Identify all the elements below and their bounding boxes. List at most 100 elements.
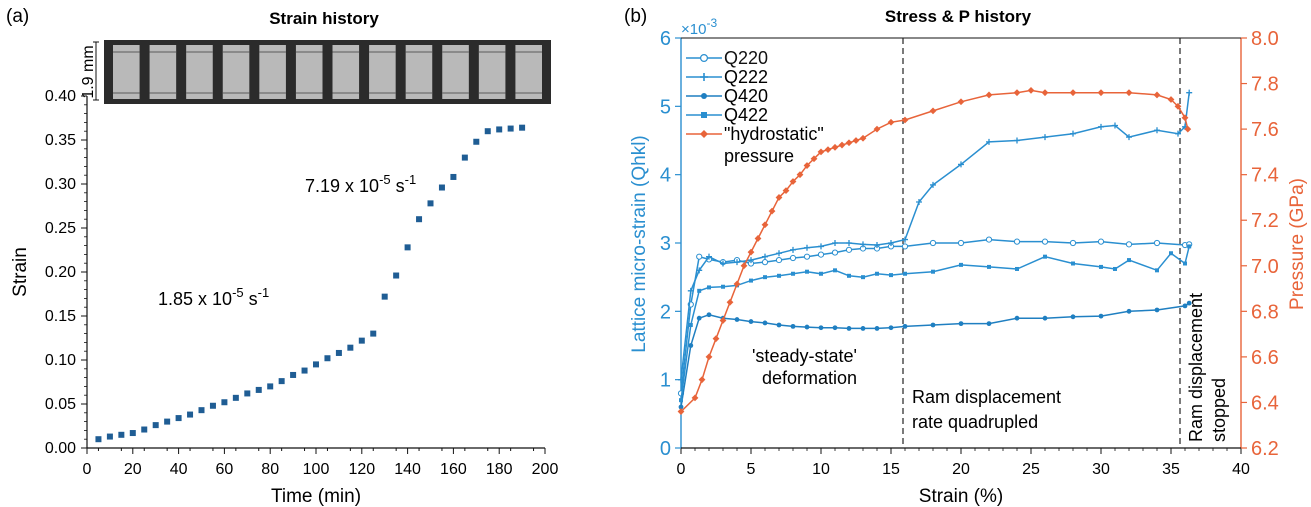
point-q422 bbox=[819, 271, 823, 276]
strain-point bbox=[416, 216, 423, 223]
point-q220 bbox=[696, 253, 703, 260]
point-q422 bbox=[987, 264, 991, 269]
point-q222 bbox=[696, 267, 703, 274]
radiograph-frame bbox=[369, 45, 396, 99]
point-q422 bbox=[847, 273, 851, 278]
point-q422 bbox=[931, 269, 935, 274]
point-q422 bbox=[875, 271, 879, 276]
point-q222 bbox=[1186, 89, 1193, 96]
annotation-rate-1-exp: -5 bbox=[232, 285, 244, 300]
strain-point bbox=[221, 399, 228, 406]
point-q420 bbox=[874, 326, 880, 331]
point-q422 bbox=[805, 269, 809, 274]
point-q222 bbox=[1112, 122, 1118, 129]
strain-point bbox=[290, 371, 297, 378]
strain-point bbox=[438, 184, 445, 191]
point-hydrostatic-pressure bbox=[929, 107, 937, 115]
radiograph-frame bbox=[332, 45, 360, 99]
point-q222 bbox=[776, 250, 782, 257]
radiograph-frame bbox=[478, 45, 506, 99]
point-q222 bbox=[762, 253, 768, 260]
point-q420 bbox=[762, 320, 768, 326]
strain-point bbox=[404, 244, 411, 251]
point-hydrostatic-pressure bbox=[824, 146, 832, 154]
radiograph-frame bbox=[149, 45, 177, 99]
annotation-rate-2-unit: s bbox=[391, 176, 405, 196]
strain-point bbox=[164, 418, 171, 425]
point-q422 bbox=[1155, 268, 1159, 273]
point-q422 bbox=[1169, 251, 1173, 256]
panel-a-x-tick-label: 80 bbox=[261, 461, 279, 478]
point-hydrostatic-pressure bbox=[761, 221, 769, 229]
point-q220 bbox=[831, 249, 839, 256]
panel-b-x-tick-label: 0 bbox=[677, 461, 686, 478]
strain-point bbox=[198, 407, 205, 414]
strain-point bbox=[301, 367, 308, 374]
panel-a-data-points bbox=[95, 124, 526, 443]
annotation-rate-1-unit-exp: -1 bbox=[258, 285, 270, 300]
strain-point bbox=[450, 173, 457, 180]
panel-b-title: Stress & P history bbox=[885, 7, 1032, 26]
point-q422 bbox=[688, 323, 693, 327]
point-q420 bbox=[678, 404, 684, 410]
point-hydrostatic-pressure bbox=[733, 280, 741, 288]
point-hydrostatic-pressure bbox=[845, 139, 853, 147]
panel-a-x-tick-label: 0 bbox=[83, 461, 92, 478]
point-q422 bbox=[1043, 254, 1047, 259]
point-q420 bbox=[1186, 300, 1192, 306]
panel-b-x-label: Strain (%) bbox=[919, 486, 1003, 507]
point-q420 bbox=[696, 315, 702, 321]
radiograph-frame bbox=[186, 45, 213, 99]
point-q222 bbox=[706, 253, 712, 260]
annotation-ram-stop-1: Ram displacement bbox=[1186, 293, 1206, 442]
panel-b-right-y-label: Pressure (GPa) bbox=[1287, 178, 1308, 310]
panel-a-x-tick-label: 20 bbox=[124, 461, 142, 478]
panel-a-x-tick-label: 60 bbox=[216, 461, 234, 478]
panel-b-x-tick-label: 20 bbox=[952, 461, 970, 478]
point-q420 bbox=[1014, 315, 1020, 321]
point-q222 bbox=[734, 259, 740, 266]
panel-a-y-ticks: 0.00 0.05 0.10 0.15 0.20 0.25 0.30 0.35 0.40 bbox=[45, 88, 87, 457]
panel-a-x-label: Time (min) bbox=[271, 486, 361, 507]
panel-a-y-tick-label: 0.40 bbox=[45, 88, 76, 105]
panel-b-right-tick-label: 6.8 bbox=[1251, 301, 1279, 323]
point-hydrostatic-pressure bbox=[1027, 86, 1035, 94]
point-q422 bbox=[777, 273, 781, 278]
point-hydrostatic-pressure bbox=[1041, 89, 1049, 97]
panel-b-left-tick-label: 6 bbox=[660, 28, 671, 50]
annotation-rate-1-base: 1.85 x 10 bbox=[158, 289, 232, 309]
radiograph-frame bbox=[113, 45, 140, 99]
strain-point bbox=[278, 378, 285, 385]
point-q222 bbox=[1014, 137, 1020, 144]
legend-marker-q420 bbox=[701, 93, 707, 99]
point-hydrostatic-pressure bbox=[873, 125, 881, 133]
point-hydrostatic-pressure bbox=[901, 116, 909, 124]
point-q222 bbox=[888, 240, 894, 246]
panel-b-right-ticks: 6.2 6.4 6.6 6.8 7.0 7.2 7.4 7.6 7.8 8.0 bbox=[1241, 28, 1279, 460]
point-hydrostatic-pressure bbox=[831, 143, 839, 151]
point-hydrostatic-pressure bbox=[1013, 89, 1021, 97]
strain-point bbox=[461, 154, 468, 161]
point-q220 bbox=[957, 239, 965, 247]
point-q422 bbox=[1071, 261, 1075, 266]
point-q420 bbox=[986, 321, 992, 327]
point-q220 bbox=[817, 251, 825, 258]
strain-point bbox=[519, 124, 526, 131]
point-q220 bbox=[1069, 239, 1077, 247]
strain-point bbox=[118, 431, 125, 438]
strain-point bbox=[313, 361, 319, 368]
panel-b-right-tick-label: 8.0 bbox=[1251, 28, 1279, 50]
point-q420 bbox=[1070, 314, 1076, 320]
point-q422 bbox=[697, 288, 702, 293]
panel-b-left-tick-label: 1 bbox=[660, 370, 671, 392]
legend-marker-q222 bbox=[700, 73, 708, 81]
scale-bar-label: 1.9 mm bbox=[80, 45, 97, 98]
panel-b-right-tick-label: 6.6 bbox=[1251, 347, 1279, 369]
point-q420 bbox=[888, 325, 894, 331]
point-q222 bbox=[958, 161, 964, 168]
panel-b-legend: Q220 Q222 Q420 Q422 "hydrostatic" pressu… bbox=[686, 48, 824, 166]
point-q420 bbox=[734, 317, 740, 322]
strain-point bbox=[152, 422, 159, 429]
annotation-steady-state-1: 'steady-state' bbox=[752, 346, 857, 366]
panel-a-x-tick-label: 140 bbox=[394, 461, 421, 478]
